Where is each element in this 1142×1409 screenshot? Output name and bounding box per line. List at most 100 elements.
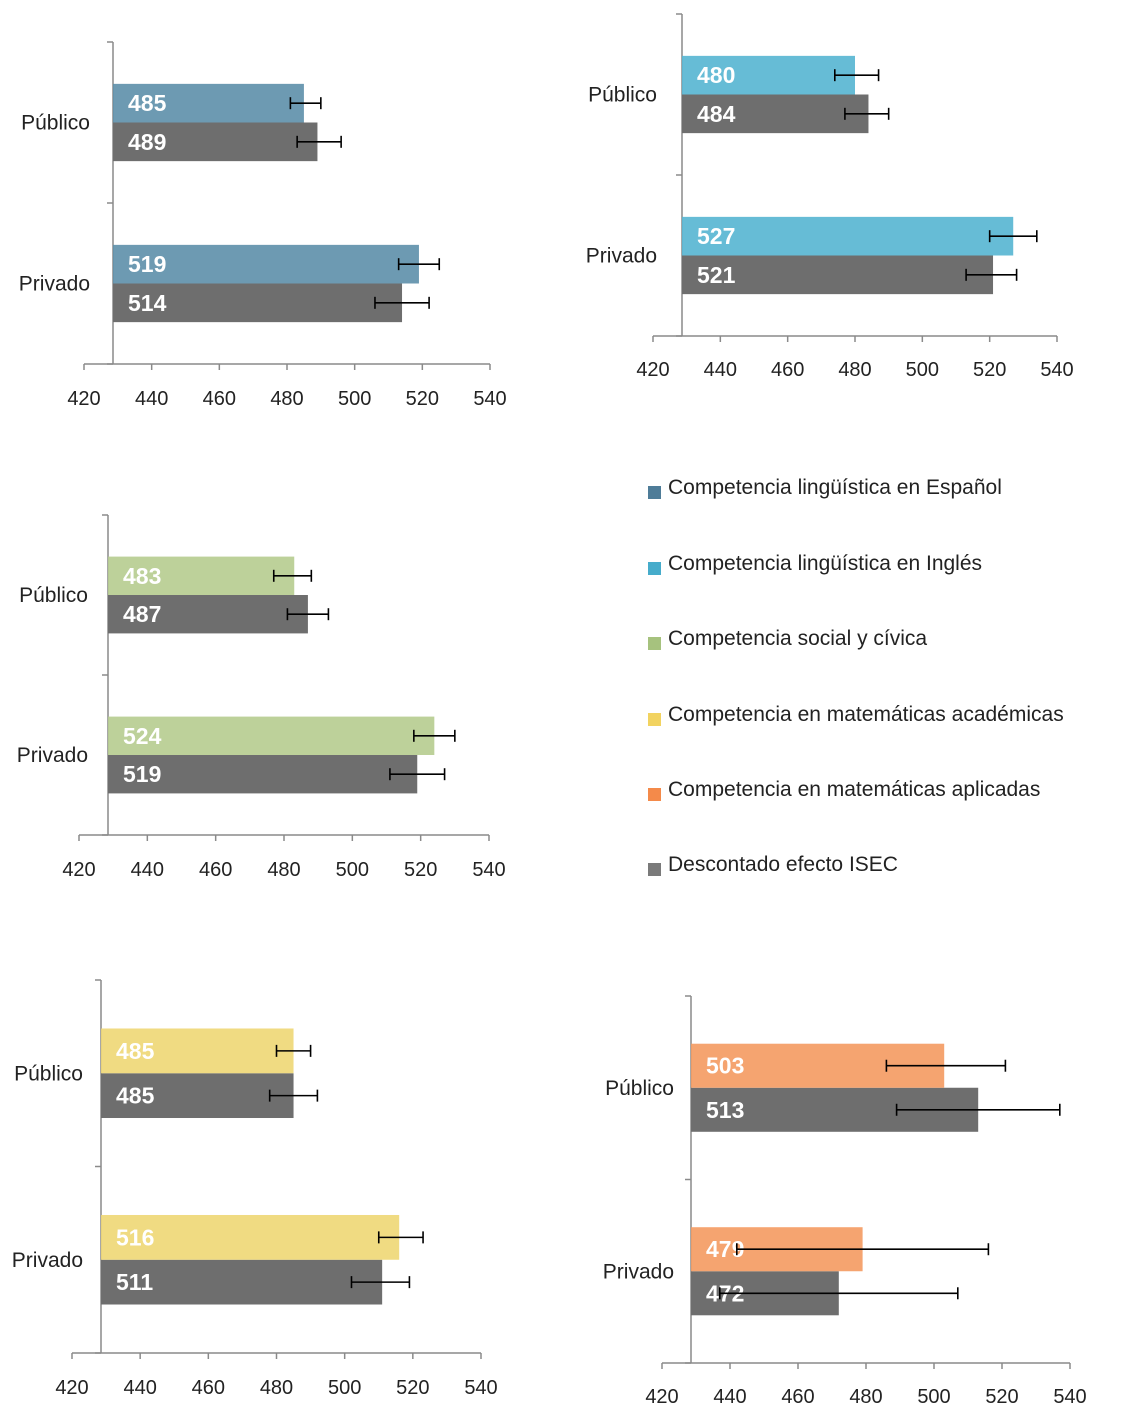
category-label: Público [19, 584, 88, 607]
x-tick-label: 480 [849, 1386, 882, 1408]
error-bar [272, 569, 313, 582]
data-label-isec: 514 [128, 290, 167, 316]
data-label-mat-academicas: 485 [116, 1038, 155, 1064]
data-label-isec: 513 [706, 1097, 744, 1123]
legend-label-ingles: Competencia lingüística en Inglés [668, 552, 983, 575]
x-tick-label: 500 [336, 859, 369, 881]
category-label: Privado [12, 1249, 83, 1272]
bar-espanol [113, 244, 419, 284]
data-label-espanol: 519 [128, 251, 166, 277]
x-tick-label: 500 [906, 359, 939, 381]
data-label-isec: 485 [116, 1083, 155, 1109]
error-bar [286, 608, 330, 621]
legend-label-mat-aplicadas: Competencia en matemáticas aplicadas [668, 778, 1041, 801]
chart-ingles: 420 440 460 480 500 520 540 Público 480 484 Privad… [586, 13, 1074, 381]
x-tick-label: 460 [771, 359, 804, 381]
error-bar [885, 1059, 1007, 1072]
bar-mat-academicas [101, 1214, 400, 1260]
error-bar [833, 69, 880, 82]
legend-swatch-mat-aplicadas [648, 788, 661, 801]
x-tick-label: 520 [396, 1377, 429, 1399]
chart-social: 420 440 460 480 500 520 540 Público 483 487 Privad… [17, 514, 506, 881]
category-label: Privado [19, 273, 90, 296]
bar-isec [108, 755, 418, 794]
error-bar [377, 1231, 424, 1244]
x-tick-label: 540 [473, 388, 506, 410]
x-tick-label: 440 [123, 1377, 156, 1399]
data-label-isec: 519 [123, 761, 161, 787]
error-bar [844, 107, 890, 120]
error-bar [350, 1276, 411, 1289]
data-label-ingles: 480 [697, 62, 735, 88]
x-tick-label: 480 [267, 859, 300, 881]
x-tick-label: 520 [985, 1386, 1018, 1408]
error-bar [413, 729, 456, 742]
data-label-isec: 487 [123, 601, 161, 627]
error-bar [397, 258, 441, 271]
x-tick-label: 480 [260, 1377, 293, 1399]
x-tick-label: 480 [270, 388, 303, 410]
x-tick-label: 460 [199, 859, 232, 881]
x-tick-label: 420 [67, 388, 100, 410]
legend-label-espanol: Competencia lingüística en Español [668, 476, 1002, 499]
x-tick-label: 460 [192, 1377, 225, 1399]
x-tick-label: 540 [1040, 359, 1073, 381]
data-label-isec: 511 [116, 1269, 153, 1295]
data-label-social: 524 [123, 723, 162, 749]
error-bar [268, 1089, 319, 1102]
x-tick-label: 460 [781, 1386, 814, 1408]
x-tick-label: 460 [203, 388, 236, 410]
x-tick-label: 480 [838, 359, 871, 381]
category-label: Público [14, 1062, 83, 1085]
error-bar [275, 1044, 312, 1057]
error-bar [718, 1287, 959, 1300]
data-label-isec: 521 [697, 262, 736, 288]
x-tick-label: 440 [704, 359, 737, 381]
bar-ingles [682, 55, 855, 95]
data-label-isec: 484 [697, 101, 736, 127]
x-tick-label: 420 [636, 359, 669, 381]
legend-swatch-isec [648, 863, 661, 876]
legend-swatch-mat-academicas [648, 713, 661, 726]
x-tick-label: 500 [917, 1386, 950, 1408]
bar-isec [101, 1073, 294, 1119]
error-bar [374, 296, 430, 309]
legend-label-mat-academicas: Competencia en matemáticas académicas [668, 703, 1064, 726]
bar-social [108, 716, 435, 755]
x-tick-label: 500 [328, 1377, 361, 1399]
x-tick-label: 500 [338, 388, 371, 410]
bar-isec [682, 94, 869, 134]
bar-isec [113, 283, 403, 323]
error-bar [988, 230, 1038, 243]
category-label: Público [605, 1077, 674, 1100]
x-tick-label: 440 [131, 859, 164, 881]
category-label: Público [588, 84, 657, 107]
chart-mat-aplicadas: 420 440 460 480 500 520 540 Público 503 513 Privad… [603, 995, 1087, 1408]
x-tick-label: 520 [406, 388, 439, 410]
bar-social [108, 556, 295, 595]
legend-label-isec: Descontado efecto ISEC [668, 853, 898, 876]
error-bar [389, 768, 446, 781]
error-bar [895, 1103, 1061, 1116]
legend-swatch-social [648, 637, 661, 650]
x-tick-label: 420 [62, 859, 95, 881]
chart-espanol: 420 440 460 480 500 520 540 Público 485 489 Privad… [19, 41, 507, 410]
x-tick-label: 420 [645, 1386, 678, 1408]
legend-swatch-ingles [648, 562, 661, 575]
category-label: Privado [603, 1260, 674, 1283]
legend-label-social: Competencia social y cívica [668, 627, 928, 650]
x-tick-label: 520 [404, 859, 437, 881]
bar-isec [113, 122, 318, 162]
x-tick-label: 440 [135, 388, 168, 410]
category-label: Privado [586, 245, 657, 268]
data-label-espanol: 485 [128, 90, 167, 116]
category-label: Privado [17, 744, 88, 767]
error-bar [296, 135, 342, 148]
error-bar [965, 268, 1018, 281]
bar-isec [101, 1259, 383, 1305]
x-tick-label: 420 [55, 1377, 88, 1399]
chart-mat-academicas: 420 440 460 480 500 520 540 Público 485 485 Privad… [12, 979, 498, 1399]
data-label-mat-academicas: 516 [116, 1224, 154, 1250]
x-tick-label: 540 [464, 1377, 497, 1399]
